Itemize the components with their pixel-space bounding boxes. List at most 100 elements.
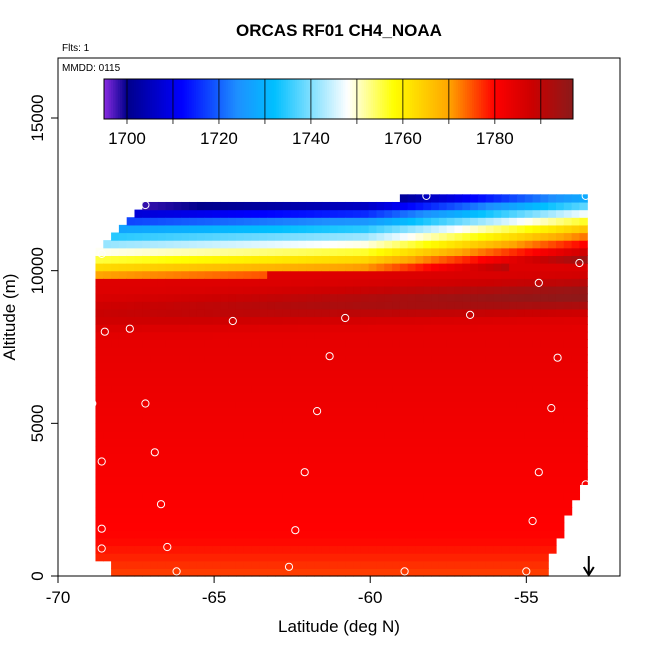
field-cell	[540, 301, 549, 310]
field-cell	[235, 423, 245, 432]
field-cell	[524, 423, 534, 432]
field-cell	[220, 560, 229, 569]
field-cell	[571, 430, 581, 440]
field-cell	[353, 461, 362, 470]
field-cell	[470, 270, 479, 279]
field-cell	[399, 476, 409, 485]
field-cell	[540, 446, 549, 455]
field-cell	[555, 484, 565, 493]
field-cell	[384, 331, 393, 340]
field-cell	[220, 293, 229, 302]
field-cell	[579, 240, 588, 249]
field-cell	[360, 316, 370, 325]
field-cell	[431, 377, 440, 386]
field-cell	[579, 423, 588, 432]
field-cell	[485, 224, 495, 234]
field-cell	[243, 301, 253, 310]
colorbar-swatch	[382, 79, 385, 119]
field-cell	[477, 423, 487, 432]
field-cell	[493, 293, 502, 302]
field-cell	[220, 255, 229, 264]
field-cell	[111, 415, 120, 424]
field-cell	[243, 331, 253, 340]
field-cell	[235, 430, 245, 440]
field-cell	[204, 415, 214, 424]
field-cell	[353, 507, 362, 516]
field-cell	[306, 568, 315, 577]
field-cell	[298, 263, 307, 272]
colorbar-swatch	[352, 79, 356, 119]
field-cell	[314, 560, 323, 569]
field-cell	[189, 224, 198, 234]
field-cell	[563, 392, 573, 402]
field-cell	[376, 347, 385, 356]
field-cell	[524, 522, 534, 531]
field-cell	[95, 430, 104, 440]
field-cell	[181, 560, 190, 569]
field-cell	[345, 400, 354, 409]
field-cell	[431, 240, 440, 249]
field-cell	[392, 270, 401, 279]
field-cell	[462, 247, 471, 256]
field-cell	[103, 499, 112, 508]
field-cell	[454, 568, 463, 577]
field-cell	[540, 553, 549, 562]
field-cell	[524, 194, 534, 203]
field-cell	[329, 293, 339, 302]
field-cell	[314, 415, 323, 424]
field-cell	[501, 301, 510, 310]
field-cell	[353, 522, 362, 531]
field-cell	[438, 430, 448, 440]
field-cell	[524, 499, 534, 508]
field-cell	[399, 347, 409, 356]
field-cell	[220, 553, 229, 562]
field-cell	[399, 224, 409, 234]
field-cell	[314, 507, 323, 516]
field-cell	[501, 247, 510, 256]
field-cell	[235, 278, 245, 287]
field-cell	[555, 263, 565, 272]
field-cell	[134, 476, 143, 485]
colorbar-swatch	[425, 79, 429, 119]
field-cell	[376, 492, 385, 501]
data-point	[97, 457, 106, 466]
field-cell	[516, 553, 526, 562]
field-cell	[235, 461, 245, 470]
colorbar-swatch	[297, 79, 300, 119]
field-cell	[314, 362, 323, 371]
field-cell	[103, 255, 112, 264]
colorbar-swatch	[120, 79, 123, 119]
field-cell	[399, 293, 409, 302]
field-cell	[493, 453, 502, 463]
field-cell	[181, 217, 190, 226]
field-cell	[579, 293, 588, 302]
field-cell	[282, 453, 292, 463]
field-cell	[407, 522, 417, 531]
field-cell	[571, 354, 581, 363]
field-cell	[516, 530, 526, 539]
field-cell	[314, 331, 323, 340]
field-cell	[571, 392, 581, 402]
field-cell	[157, 430, 167, 440]
field-cell	[267, 522, 276, 531]
field-cell	[204, 408, 214, 417]
field-cell	[376, 240, 385, 249]
colorbar-swatch	[522, 79, 526, 119]
field-cell	[118, 476, 128, 485]
field-cell	[321, 362, 331, 371]
field-cell	[532, 362, 541, 371]
field-cell	[431, 293, 440, 302]
field-cell	[282, 545, 292, 554]
field-cell	[493, 514, 502, 524]
field-cell	[470, 400, 479, 409]
field-cell	[173, 415, 182, 424]
field-cell	[485, 293, 495, 302]
field-cell	[399, 400, 409, 409]
field-cell	[220, 385, 229, 394]
field-cell	[235, 232, 245, 241]
field-cell	[314, 270, 323, 279]
field-cell	[501, 392, 510, 402]
field-cell	[298, 308, 307, 318]
field-cell	[392, 537, 401, 547]
field-cell	[204, 247, 214, 256]
